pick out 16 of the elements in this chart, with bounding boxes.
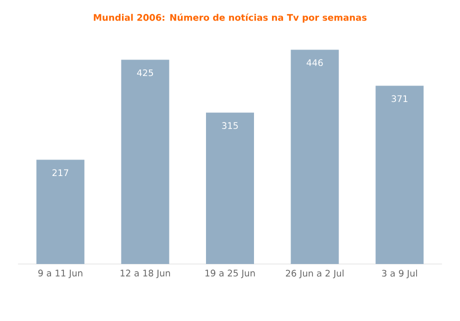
data-label: 315 xyxy=(222,122,238,129)
bar xyxy=(290,50,339,264)
chart-title: Mundial 2006: Número de notícias na Tv por semanas xyxy=(94,14,367,23)
x-tick-label: 19 a 25 Jun xyxy=(205,270,255,278)
data-label: 371 xyxy=(392,95,408,102)
x-tick-label: 9 a 11 Jun xyxy=(38,270,82,278)
data-label: 425 xyxy=(137,69,153,76)
x-tick-label: 26 Jun a 2 Jul xyxy=(286,270,344,278)
bar xyxy=(376,86,424,264)
data-label: 217 xyxy=(52,169,68,176)
x-tick-label: 3 a 9 Jul xyxy=(382,270,417,278)
x-tick-label: 12 a 18 Jun xyxy=(120,270,170,278)
data-label: 446 xyxy=(306,59,323,66)
bar xyxy=(206,112,254,264)
bar xyxy=(121,60,170,264)
bar xyxy=(36,160,84,264)
